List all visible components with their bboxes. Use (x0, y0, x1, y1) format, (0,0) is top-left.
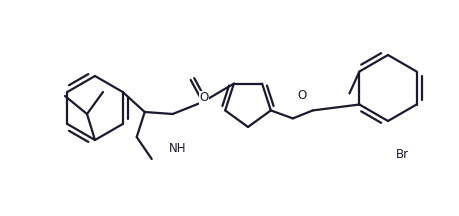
Text: O: O (199, 92, 208, 105)
Text: NH: NH (169, 141, 186, 154)
Text: O: O (297, 89, 306, 103)
Text: Br: Br (395, 149, 408, 162)
